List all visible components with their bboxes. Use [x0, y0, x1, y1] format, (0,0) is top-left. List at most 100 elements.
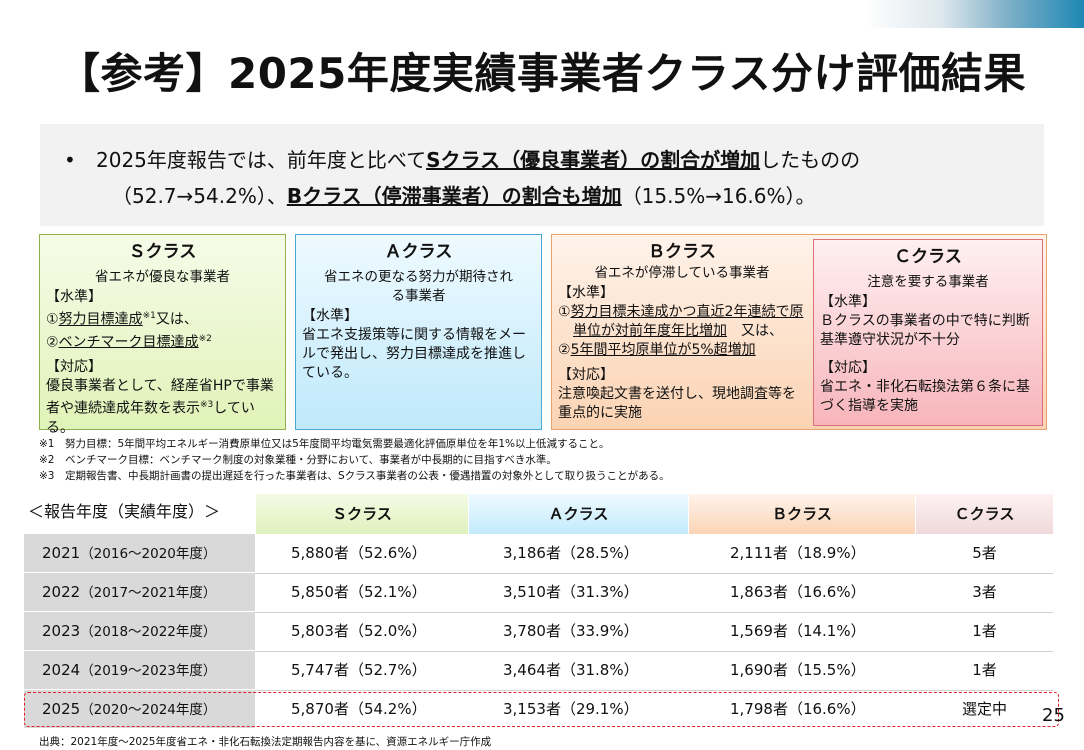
card-subtitle: 注意を要する事業者 [867, 274, 989, 290]
page-number: 25 [1042, 705, 1065, 726]
item-number: ① [46, 311, 59, 328]
card-level-heading: 【水準】 [46, 289, 102, 305]
footnotes: ※1 努力目標：5年間平均エネルギー消費原単位又は5年度間平均電気需要最適化評価… [39, 436, 670, 484]
bullet-icon: • [64, 148, 76, 172]
cell-a: 3,153者（29.1%） [503, 700, 639, 718]
summary-line-1: 2025年度報告では、前年度と比べてSクラス（優良事業者）の割合が増加したものの [96, 142, 1020, 178]
summary-line-2: （52.7→54.2%）、Bクラス（停滞事業者）の割合も増加（15.5%→16.… [112, 178, 1020, 214]
table-row: 2025（2020～2024年度） 5,870者（54.2%） 3,153者（2… [24, 690, 1053, 729]
year-range: （2018～2022年度） [80, 624, 217, 640]
item-text: 努力目標未達成かつ直近2年連続で原単位が対前年度年比増加 [570, 304, 804, 339]
footnote: ※3 定期報告書、中長期計画書の提出遅延を行った事業者は、Sクラス事業者の公表・… [39, 470, 670, 482]
response-text: している。 [46, 400, 255, 436]
card-level-heading: 【水準】 [302, 308, 358, 324]
year-text: 2022 [42, 583, 81, 601]
row-year: 2022（2017～2021年度） [24, 573, 255, 612]
cell-b: 1,798者（16.6%） [730, 700, 866, 718]
row-year: 2025（2020～2024年度） [24, 690, 255, 729]
cell-b: 1,863者（16.6%） [730, 583, 866, 601]
card-subtitle: 省エネが停滞している事業者 [594, 265, 770, 281]
footnote-ref: ※2 [198, 333, 212, 344]
summary-box: • 2025年度報告では、前年度と比べてSクラス（優良事業者）の割合が増加したも… [40, 124, 1044, 226]
summary-emphasis-s: Sクラス（優良事業者）の割合が増加 [426, 148, 761, 172]
cell-s: 5,747者（52.7%） [291, 661, 427, 679]
item-number: ② [558, 342, 571, 358]
summary-text: したものの [760, 148, 861, 172]
cell-a: 3,464者（31.8%） [503, 661, 639, 679]
table-row: 2021（2016～2020年度） 5,880者（52.6%） 3,186者（2… [24, 534, 1053, 574]
card-response: 注意喚起文書を送付し、現地調査等を重点的に実施 [558, 386, 796, 421]
table-header-c: Ｃクラス [916, 494, 1053, 534]
item-number: ① [558, 304, 571, 320]
year-text: 2025 [42, 700, 81, 718]
card-subtitle: 省エネの更なる努力が期待される事業者 [324, 269, 513, 304]
cell-s: 5,803者（52.0%） [291, 622, 427, 640]
year-text: 2023 [42, 622, 81, 640]
cell-b: 1,690者（15.5%） [730, 661, 866, 679]
card-response-heading: 【対応】 [558, 367, 614, 383]
item-text: ベンチマーク目標達成 [58, 334, 199, 351]
card-level-item: ②5年間平均原単位が5%超増加 [558, 341, 806, 360]
cell-s: 5,880者（52.6%） [291, 544, 427, 562]
cell-s: 5,850者（52.1%） [291, 583, 427, 601]
cell-b: 1,569者（14.1%） [730, 622, 866, 640]
cell-s: 5,870者（54.2%） [291, 700, 427, 718]
year-text: 2021 [42, 544, 81, 562]
class-card-c: Ｃクラス 注意を要する事業者 【水準】 Ｂクラスの事業者の中で特に判断基準遵守状… [813, 239, 1043, 426]
card-title: Ｓクラス [128, 242, 197, 262]
item-number: ② [46, 334, 59, 351]
year-range: （2019～2023年度） [80, 663, 217, 679]
table-header-a: Ａクラス [469, 494, 688, 534]
card-response-heading: 【対応】 [820, 360, 876, 376]
card-response-heading: 【対応】 [46, 359, 102, 376]
card-subtitle: 省エネが優良な事業者 [95, 269, 230, 285]
footnote-ref: ※3 [200, 400, 214, 411]
footnote-ref: ※1 [142, 311, 156, 321]
summary-emphasis-b: Bクラス（停滞事業者）の割合も増加 [286, 184, 622, 208]
card-level-item: ①努力目標未達成かつ直近2年連続で原単位が対前年度年比増加 又は、 [558, 303, 806, 341]
cell-a: 3,186者（28.5%） [503, 544, 639, 562]
row-year: 2023（2018～2022年度） [24, 612, 255, 651]
summary-text: （15.5%→16.6%）。 [621, 184, 816, 208]
cell-c: 1者 [972, 622, 997, 640]
corner-decoration [864, 0, 1084, 28]
card-level-item: ①努力目標達成※1又は、 [46, 307, 279, 330]
card-level-item: ②ベンチマーク目標達成※2 [46, 330, 279, 353]
cell-c: 選定中 [961, 700, 1007, 718]
footnote: ※1 努力目標：5年間平均エネルギー消費原単位又は5年度間平均電気需要最適化評価… [39, 438, 610, 450]
table-row: 2022（2017～2021年度） 5,850者（52.1%） 3,510者（3… [24, 573, 1053, 613]
card-response: 優良事業者として、経産省HPで事業者や連続達成年数を表示※3している。 [46, 377, 279, 438]
year-range: （2016～2020年度） [80, 546, 217, 562]
item-text: 又は、 [155, 311, 198, 328]
item-text: 5年間平均原単位が5%超増加 [570, 342, 756, 358]
card-body: 省エネ支援策等に関する情報をメールで発出し、努力目標達成を推進している。 [302, 327, 526, 381]
table-header-s: Ｓクラス [256, 494, 468, 534]
card-title: Ｃクラス [894, 247, 962, 267]
table-row: 2024（2019～2023年度） 5,747者（52.7%） 3,464者（3… [24, 651, 1053, 691]
year-range: （2017～2021年度） [80, 585, 217, 601]
item-text: 努力目標達成 [58, 311, 143, 328]
row-year: 2024（2019～2023年度） [24, 651, 255, 690]
card-title: Ａクラス [384, 242, 453, 262]
class-card-a: Ａクラス 省エネの更なる努力が期待される事業者 【水準】 省エネ支援策等に関する… [295, 234, 542, 430]
cell-a: 3,780者（33.9%） [503, 622, 639, 640]
page-title: 【参考】2025年度実績事業者クラス分け評価結果 [57, 49, 1027, 98]
class-card-s: Ｓクラス 省エネが優良な事業者 【水準】 ①努力目標達成※1又は、 ②ベンチマー… [39, 234, 286, 436]
cell-b: 2,111者（18.9%） [730, 544, 866, 562]
card-level-heading: 【水準】 [558, 285, 614, 301]
footnote: ※2 ベンチマーク目標：ベンチマーク制度の対象業種・分野において、事業者が中長期… [39, 454, 557, 466]
cell-c: 1者 [972, 661, 997, 679]
table-row-label-heading: ＜報告年度（実績年度）＞ [28, 502, 221, 521]
cell-c: 5者 [972, 544, 997, 562]
summary-text: 2025年度報告では、前年度と比べて [96, 148, 427, 172]
cell-c: 3者 [972, 583, 997, 601]
year-range: （2020～2024年度） [80, 702, 217, 718]
item-text: 又は、 [727, 323, 783, 339]
highlight-2025-row [24, 692, 1059, 727]
source-note: 出典：2021年度～2025年度省エネ・非化石転換法定期報告内容を基に、資源エネ… [39, 736, 492, 748]
row-year: 2021（2016～2020年度） [24, 534, 255, 573]
cell-a: 3,510者（31.3%） [503, 583, 639, 601]
table-row: 2023（2018～2022年度） 5,803者（52.0%） 3,780者（3… [24, 612, 1053, 652]
card-level-heading: 【水準】 [820, 294, 876, 310]
table-header-b: Ｂクラス [689, 494, 915, 534]
